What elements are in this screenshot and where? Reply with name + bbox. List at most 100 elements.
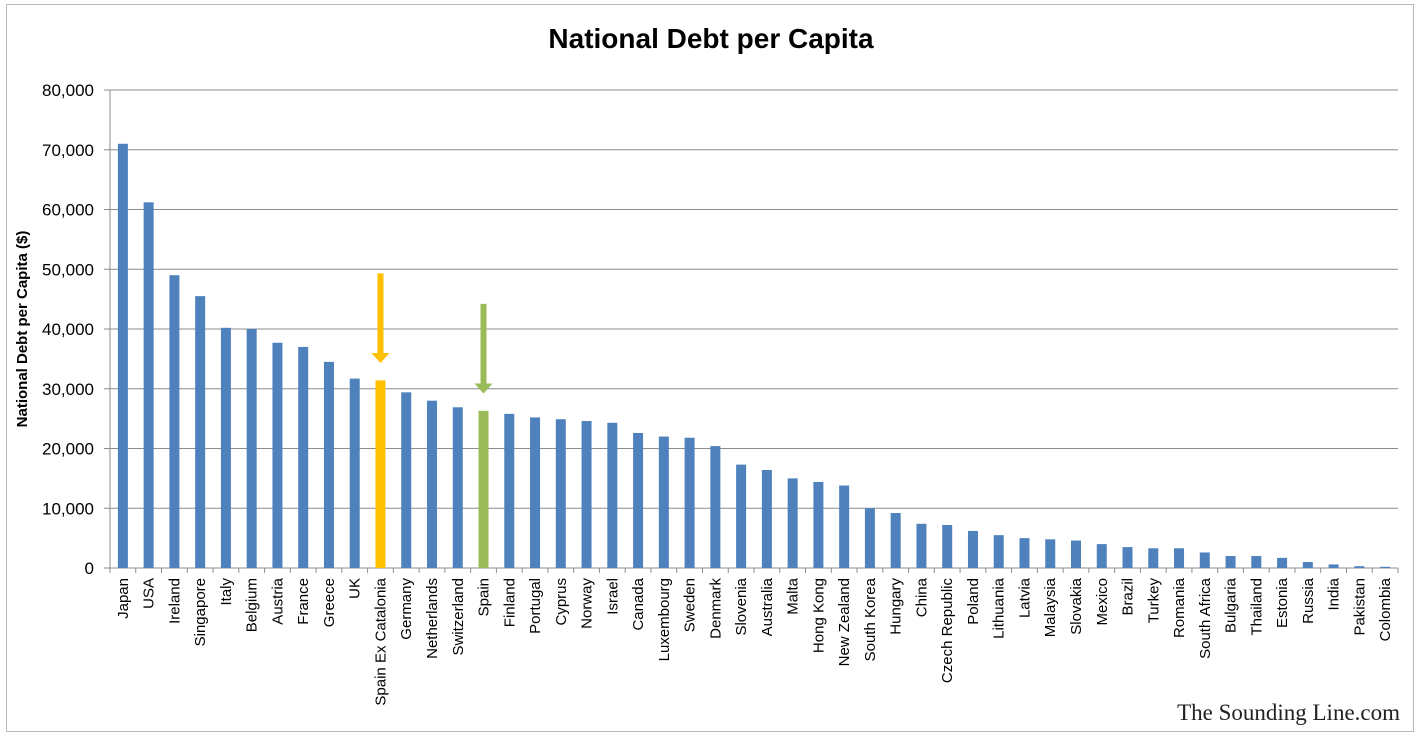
bar: [890, 513, 901, 568]
x-tick-label: Denmark: [707, 578, 724, 639]
y-tick-label: 10,000: [42, 499, 94, 518]
bar: [1251, 556, 1262, 568]
bar: [1148, 548, 1159, 568]
x-tick-label: South Africa: [1197, 577, 1214, 659]
y-tick-label: 80,000: [42, 81, 94, 100]
bar: [813, 481, 824, 568]
x-tick-label: Italy: [218, 578, 235, 606]
x-tick-label: Malta: [785, 577, 802, 614]
bar: [916, 523, 927, 568]
x-tick-label: Hong Kong: [810, 578, 827, 653]
chart-title: National Debt per Capita: [548, 23, 874, 54]
bar: [710, 446, 721, 568]
x-tick-label: UK: [347, 578, 364, 599]
bar: [143, 202, 154, 568]
x-tick-label: Poland: [965, 578, 982, 625]
y-tick-label: 60,000: [42, 201, 94, 220]
x-tick-label: China: [913, 577, 930, 617]
x-tick-label: Luxembourg: [656, 578, 673, 661]
x-tick-label: Slovakia: [1068, 577, 1085, 634]
x-tick-label: Pakistan: [1351, 578, 1368, 636]
x-tick-label: Cyprus: [553, 578, 570, 626]
y-axis-label: National Debt per Capita ($): [14, 231, 31, 428]
watermark-text: The Sounding Line.com: [1177, 700, 1400, 725]
x-tick-label: Thailand: [1248, 578, 1265, 636]
bar: [787, 478, 798, 568]
x-tick-label: Hungary: [888, 578, 905, 635]
x-tick-labels: Japan USA Ireland Singapore Italy Belgium Aust…: [115, 577, 1394, 705]
bar: [1045, 539, 1056, 568]
bar: [1302, 562, 1313, 568]
x-tick-label: Colombia: [1377, 577, 1394, 641]
bars: [117, 143, 1391, 568]
bar: [1071, 540, 1081, 568]
bar: [581, 421, 592, 568]
bar: [1380, 566, 1391, 568]
x-tick-label: Ireland: [166, 578, 183, 624]
bar: [375, 380, 386, 568]
x-tick-label: Israel: [604, 578, 621, 615]
x-tick-label: New Zealand: [836, 578, 853, 666]
bar: [220, 327, 231, 568]
x-tick-label: France: [295, 578, 312, 625]
bar: [633, 432, 644, 568]
bar: [401, 392, 412, 568]
arrow-head: [371, 353, 390, 364]
bar: [761, 470, 772, 568]
x-tick-label: Japan: [115, 578, 132, 619]
bar: [452, 407, 463, 568]
x-tick-label: Netherlands: [424, 578, 441, 659]
x-tick-label: Estonia: [1274, 577, 1291, 628]
bar: [1328, 564, 1339, 568]
bar: [298, 346, 309, 568]
x-tick-label: Belgium: [244, 578, 261, 632]
chart-frame: [6, 4, 1414, 732]
bar: [117, 143, 128, 568]
x-tick-label: Lithuania: [991, 577, 1008, 639]
bar: [1019, 538, 1030, 568]
y-tick-label: 30,000: [42, 380, 94, 399]
bar: [272, 342, 283, 568]
bar: [530, 417, 541, 568]
bar: [1122, 547, 1133, 568]
x-tick-label: Sweden: [682, 578, 699, 632]
x-tick-label: Portugal: [527, 578, 544, 634]
x-tick-label: Australia: [759, 577, 776, 636]
x-tick-label: Austria: [269, 577, 286, 624]
bar: [607, 422, 618, 568]
bar: [839, 485, 850, 568]
x-tick-label: Turkey: [1145, 578, 1162, 624]
x-tick-label: Malaysia: [1042, 577, 1059, 637]
bar: [967, 530, 978, 568]
bar: [1199, 552, 1210, 568]
x-tick-label: Germany: [398, 578, 415, 640]
annotation-arrows: [371, 273, 493, 394]
x-tick-label: Spain: [476, 578, 493, 616]
bar: [1096, 544, 1107, 568]
x-tick-label: Switzerland: [450, 578, 467, 656]
x-tick-label: India: [1326, 577, 1343, 610]
bar: [349, 378, 360, 568]
x-tick-label: Slovenia: [733, 577, 750, 635]
bar: [993, 535, 1004, 568]
bar: [323, 361, 334, 568]
y-tick-labels: 0 10,000 20,000 30,000 40,000 50,000 60,000 70,…: [42, 81, 94, 578]
x-tick-label: Romania: [1171, 577, 1188, 638]
y-tick-label: 50,000: [42, 260, 94, 279]
bar: [684, 437, 695, 568]
x-tick-label: Latvia: [1016, 577, 1033, 618]
bar: [555, 419, 566, 568]
x-tick-label: South Korea: [862, 577, 879, 661]
bar: [1225, 556, 1236, 568]
x-tick-label: Finland: [501, 578, 518, 627]
bar: [169, 275, 180, 568]
bar: [736, 464, 747, 568]
bar: [478, 410, 489, 568]
bar: [1174, 548, 1185, 568]
bar: [1277, 557, 1288, 568]
x-tick-label: Bulgaria: [1223, 577, 1240, 633]
y-tick-label: 20,000: [42, 440, 94, 459]
x-tick-label: Singapore: [192, 578, 209, 646]
x-tick-label: Norway: [579, 578, 596, 629]
